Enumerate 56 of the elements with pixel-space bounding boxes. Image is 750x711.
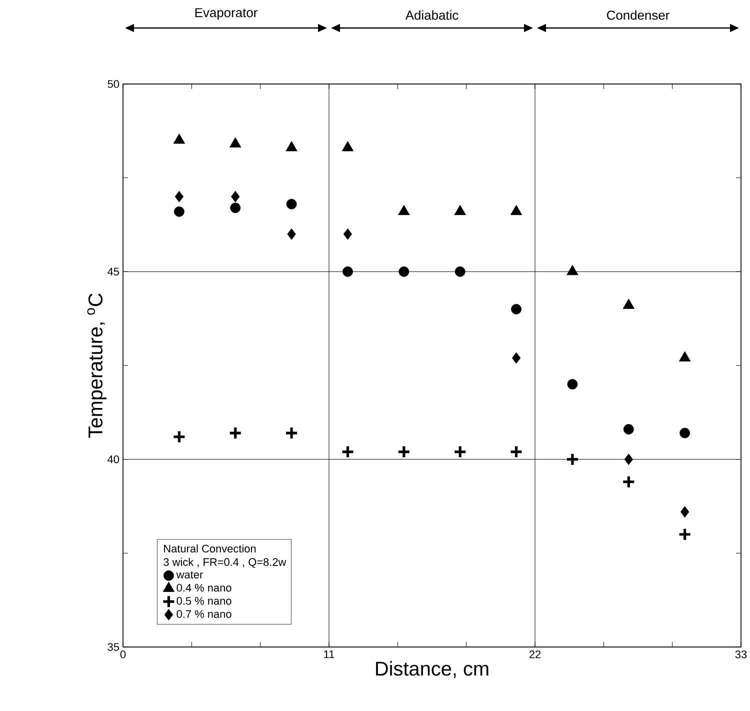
x-axis-title: Distance, cm bbox=[376, 661, 488, 678]
point bbox=[624, 454, 633, 466]
point bbox=[342, 141, 354, 152]
point bbox=[623, 424, 634, 434]
point bbox=[284, 426, 298, 440]
point bbox=[511, 304, 522, 314]
legend-label: 0.4 % nano bbox=[176, 584, 232, 592]
text: Condenser bbox=[606, 10, 670, 20]
point bbox=[286, 198, 297, 210]
point bbox=[398, 204, 410, 216]
y-tick-label: 40 bbox=[108, 455, 120, 464]
point bbox=[512, 352, 521, 364]
text: Evaporator bbox=[195, 8, 258, 20]
x-tick-label: 0 bbox=[120, 650, 126, 658]
point bbox=[567, 379, 578, 390]
point bbox=[230, 202, 241, 214]
legend-label: water bbox=[176, 571, 203, 578]
point bbox=[174, 206, 184, 217]
point bbox=[397, 445, 411, 459]
point bbox=[342, 266, 353, 277]
point bbox=[173, 134, 186, 144]
point bbox=[287, 228, 296, 240]
point bbox=[566, 452, 580, 466]
point bbox=[340, 445, 355, 459]
point bbox=[453, 445, 467, 459]
point bbox=[509, 445, 524, 459]
legend-title: Natural Convection bbox=[164, 544, 256, 553]
point bbox=[231, 190, 240, 202]
legend-label: 0.5 % nano bbox=[176, 597, 232, 605]
point bbox=[622, 298, 634, 309]
point bbox=[230, 137, 242, 148]
point bbox=[510, 204, 522, 216]
y-tick-label: 45 bbox=[108, 268, 120, 276]
point bbox=[172, 430, 186, 444]
point bbox=[679, 351, 691, 362]
x-tick-label: 22 bbox=[529, 650, 541, 658]
point bbox=[566, 264, 578, 276]
annotation: 3 wick , FR=0.4 , Q=8.2w bbox=[164, 558, 286, 568]
point bbox=[622, 475, 636, 489]
point bbox=[228, 426, 242, 440]
point bbox=[174, 190, 184, 202]
point bbox=[286, 141, 298, 152]
point bbox=[398, 266, 410, 277]
point bbox=[680, 506, 690, 518]
text: Adiabatic bbox=[405, 10, 458, 20]
x-tick-label: 11 bbox=[324, 650, 334, 658]
x-tick-label: 33 bbox=[735, 650, 747, 658]
point bbox=[454, 204, 466, 216]
y-tick-label: 50 bbox=[108, 80, 120, 88]
y-tick-label: 35 bbox=[108, 643, 120, 651]
point bbox=[678, 528, 692, 542]
point bbox=[343, 228, 352, 240]
legend-label: 0.7 % nano bbox=[176, 610, 232, 618]
point bbox=[680, 428, 690, 438]
y-axis-title: Temperature, $^{o}$C bbox=[87, 293, 106, 438]
point bbox=[454, 266, 466, 277]
